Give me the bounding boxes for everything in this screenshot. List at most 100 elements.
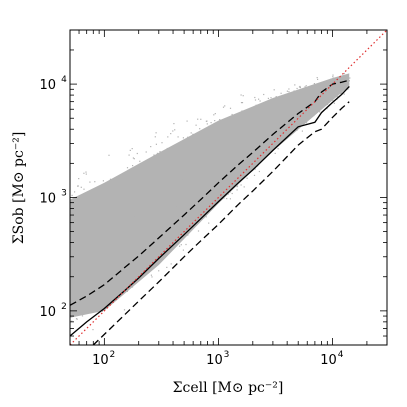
scatter-point (152, 173, 154, 175)
scatter-point (131, 224, 133, 226)
scatter-point (272, 115, 274, 117)
scatter-point (74, 255, 76, 257)
scatter-point (76, 277, 78, 279)
scatter-point (338, 77, 340, 79)
scatter-point (221, 182, 223, 184)
scatter-point (274, 152, 276, 154)
scatter-point (129, 238, 131, 240)
scatter-point (275, 115, 277, 118)
scatter-point (239, 173, 241, 175)
scatter-point (139, 160, 141, 162)
scatter-point (191, 201, 193, 203)
scatter-point (138, 226, 140, 228)
scatter-point (70, 265, 72, 267)
scatter-point (224, 181, 226, 183)
scatter-point (145, 243, 147, 245)
scatter-point (109, 178, 112, 180)
scatter-point (94, 276, 96, 278)
scatter-point (288, 106, 290, 108)
scatter-point (294, 117, 296, 120)
scatter-point (133, 158, 135, 160)
scatter-point (207, 166, 209, 168)
scatter-point (100, 220, 102, 222)
scatter-point (179, 245, 181, 247)
ticks: 10 2 10 3 10 410 210 310 4 (39, 29, 388, 368)
scatter-point (131, 286, 134, 288)
scatter-point (260, 124, 262, 126)
scatter-point (283, 129, 285, 131)
scatter-point (111, 221, 113, 223)
scatter-point (291, 103, 293, 105)
scatter-point (101, 260, 103, 262)
scatter-point (146, 190, 149, 192)
scatter-point (181, 204, 183, 206)
scatter-point (91, 208, 93, 210)
scatter-point (323, 87, 325, 89)
scatter-point (285, 115, 288, 117)
scatter-point (218, 169, 220, 171)
scatter-point (199, 178, 201, 180)
scatter-point (221, 174, 224, 176)
scatter-point (240, 147, 242, 150)
scatter-point (191, 207, 194, 209)
scatter-point (300, 97, 302, 99)
scatter-point (317, 78, 319, 80)
scatter-point (152, 255, 154, 257)
scatter-point (184, 205, 186, 207)
scatter-point (324, 95, 326, 98)
scatter-point (130, 231, 132, 233)
scatter-point (321, 93, 323, 95)
scatter-point (297, 90, 299, 92)
scatter-point (236, 161, 238, 163)
scatter-point (163, 177, 165, 179)
scatter-point (92, 251, 94, 253)
scatter-point (268, 110, 270, 112)
scatter-point (132, 165, 134, 167)
scatter-point (177, 208, 180, 210)
scatter-point (170, 183, 172, 185)
scatter-point (156, 191, 159, 193)
scatter-point (279, 114, 281, 116)
scatter-point (300, 97, 302, 99)
scatter-point (141, 243, 143, 245)
scatter-point (298, 92, 300, 94)
scatter-point (192, 156, 194, 158)
scatter-point (168, 213, 170, 216)
scatter-point (262, 132, 264, 134)
scatter-point (306, 115, 308, 117)
scatter-point (310, 96, 312, 98)
scatter-point (106, 260, 108, 262)
scatter-point (111, 282, 113, 285)
scatter-point (254, 130, 256, 133)
scatter-point (206, 184, 208, 186)
scatter-point (292, 95, 294, 97)
scatter-point (130, 206, 132, 208)
scatter-point (243, 144, 245, 146)
scatter-point (90, 284, 92, 286)
scatter-point (85, 171, 87, 173)
scatter-point (141, 209, 143, 211)
scatter-point (162, 154, 164, 156)
scatter-point (262, 107, 264, 109)
scatter-point (111, 200, 113, 202)
dispersion-line-2 (92, 101, 350, 345)
scatter-point (244, 158, 247, 160)
scatter-point (115, 258, 118, 261)
scatter-point (107, 238, 109, 240)
scatter-point (89, 251, 91, 253)
scatter-point (282, 118, 284, 120)
scatter-point (276, 130, 278, 132)
scatter-point (334, 79, 336, 81)
scatter-point (174, 170, 176, 172)
scatter-point (107, 223, 109, 225)
scatter-point (148, 216, 151, 218)
scatter-point (79, 310, 81, 312)
scatter-point (134, 179, 136, 181)
scatter-point (191, 186, 193, 188)
scatter-point (112, 262, 114, 265)
scatter-point (324, 83, 326, 85)
scatter-point (101, 277, 103, 279)
scatter-point (124, 229, 126, 231)
scatter-point (236, 162, 238, 164)
scatter-point (143, 212, 145, 214)
